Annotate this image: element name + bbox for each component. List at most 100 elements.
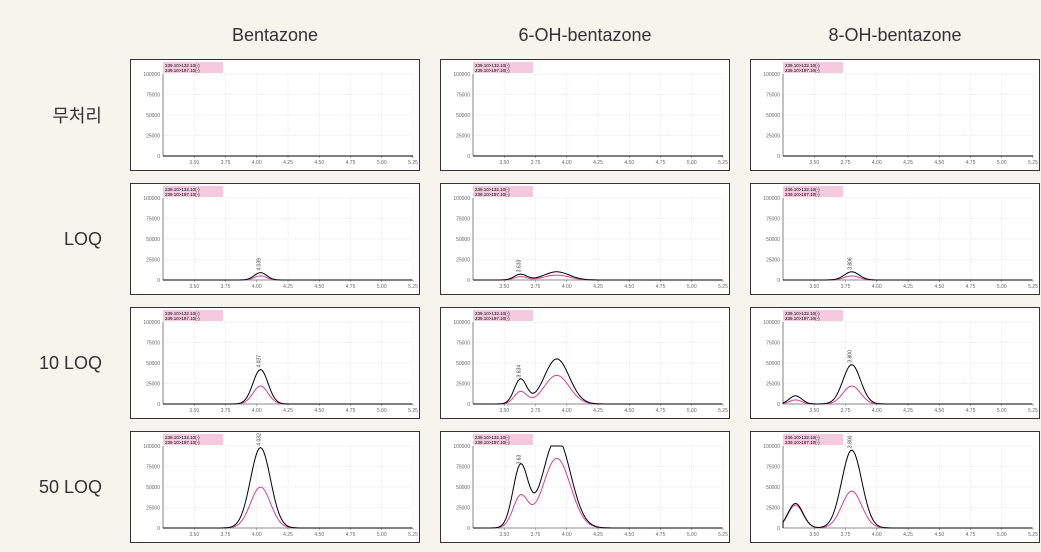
svg-text:5.00: 5.00 xyxy=(997,408,1007,414)
svg-text:3.75: 3.75 xyxy=(221,532,231,538)
svg-text:25000: 25000 xyxy=(766,134,780,140)
svg-text:4.00: 4.00 xyxy=(872,408,882,414)
svg-text:50000: 50000 xyxy=(146,237,160,243)
svg-text:4.25: 4.25 xyxy=(903,532,913,538)
svg-text:0: 0 xyxy=(467,402,470,408)
row-label-3: 50 LOQ xyxy=(20,477,110,498)
svg-text:50000: 50000 xyxy=(146,113,160,119)
svg-text:4.25: 4.25 xyxy=(593,284,603,290)
svg-text:3.633: 3.633 xyxy=(517,260,523,273)
svg-text:4.25: 4.25 xyxy=(283,160,293,166)
svg-text:4.75: 4.75 xyxy=(966,284,976,290)
svg-text:4.50: 4.50 xyxy=(314,160,324,166)
svg-text:4.75: 4.75 xyxy=(346,284,356,290)
svg-text:3.63: 3.63 xyxy=(517,455,523,465)
svg-text:4.00: 4.00 xyxy=(562,160,572,166)
svg-text:50000: 50000 xyxy=(456,237,470,243)
svg-text:239.10>197.10(-): 239.10>197.10(-) xyxy=(785,192,820,197)
svg-text:4.00: 4.00 xyxy=(252,408,262,414)
svg-text:3.50: 3.50 xyxy=(189,408,199,414)
svg-text:75000: 75000 xyxy=(146,465,160,471)
svg-text:4.75: 4.75 xyxy=(656,408,666,414)
svg-text:4.25: 4.25 xyxy=(903,408,913,414)
svg-text:3.50: 3.50 xyxy=(809,408,819,414)
col-header-0: Bentazone xyxy=(130,25,420,46)
svg-text:5.00: 5.00 xyxy=(377,532,387,538)
svg-text:3.75: 3.75 xyxy=(841,532,851,538)
svg-text:5.25: 5.25 xyxy=(1028,160,1038,166)
svg-text:3.50: 3.50 xyxy=(189,284,199,290)
svg-text:100000: 100000 xyxy=(143,320,160,326)
chromatogram-grid: Bentazone 6-OH-bentazone 8-OH-bentazone … xyxy=(20,20,1021,546)
svg-text:75000: 75000 xyxy=(456,217,470,223)
svg-text:239.10>197.10(-): 239.10>197.10(-) xyxy=(165,68,200,73)
svg-text:4.25: 4.25 xyxy=(283,532,293,538)
svg-text:75000: 75000 xyxy=(146,341,160,347)
svg-text:4.00: 4.00 xyxy=(252,284,262,290)
svg-text:0: 0 xyxy=(777,526,780,532)
svg-text:5.25: 5.25 xyxy=(408,284,418,290)
svg-text:5.25: 5.25 xyxy=(1028,284,1038,290)
svg-text:4.25: 4.25 xyxy=(903,284,913,290)
svg-text:4.50: 4.50 xyxy=(624,408,634,414)
svg-text:5.00: 5.00 xyxy=(687,284,697,290)
svg-text:3.50: 3.50 xyxy=(809,160,819,166)
svg-text:4.50: 4.50 xyxy=(934,408,944,414)
chart-r2c2: 3.503.754.004.254.504.755.005.2502500050… xyxy=(750,307,1040,419)
svg-text:4.00: 4.00 xyxy=(252,532,262,538)
svg-text:75000: 75000 xyxy=(456,341,470,347)
svg-text:5.25: 5.25 xyxy=(408,408,418,414)
svg-text:25000: 25000 xyxy=(766,382,780,388)
svg-text:5.25: 5.25 xyxy=(1028,532,1038,538)
svg-text:4.00: 4.00 xyxy=(562,284,572,290)
svg-text:0: 0 xyxy=(157,402,160,408)
svg-text:0: 0 xyxy=(777,154,780,160)
svg-text:5.00: 5.00 xyxy=(997,284,1007,290)
svg-text:239.10>197.10(-): 239.10>197.10(-) xyxy=(785,316,820,321)
svg-text:25000: 25000 xyxy=(456,506,470,512)
svg-text:100000: 100000 xyxy=(453,444,470,450)
svg-text:4.50: 4.50 xyxy=(934,284,944,290)
svg-text:4.50: 4.50 xyxy=(624,160,634,166)
svg-text:3.50: 3.50 xyxy=(499,532,509,538)
svg-text:3.50: 3.50 xyxy=(499,160,509,166)
svg-text:0: 0 xyxy=(467,526,470,532)
svg-text:3.634: 3.634 xyxy=(517,365,523,378)
svg-text:25000: 25000 xyxy=(456,382,470,388)
chart-r1c0: 3.503.754.004.254.504.755.005.2502500050… xyxy=(130,183,420,295)
svg-text:3.75: 3.75 xyxy=(841,284,851,290)
svg-text:50000: 50000 xyxy=(146,361,160,367)
svg-text:5.25: 5.25 xyxy=(408,532,418,538)
svg-text:3.75: 3.75 xyxy=(221,160,231,166)
chart-r2c0: 3.503.754.004.254.504.755.005.2502500050… xyxy=(130,307,420,419)
svg-text:100000: 100000 xyxy=(763,320,780,326)
svg-text:50000: 50000 xyxy=(456,113,470,119)
svg-text:4.00: 4.00 xyxy=(872,284,882,290)
svg-text:239.10>197.10(-): 239.10>197.10(-) xyxy=(165,316,200,321)
svg-text:4.50: 4.50 xyxy=(624,284,634,290)
svg-text:75000: 75000 xyxy=(766,465,780,471)
svg-text:4.50: 4.50 xyxy=(934,532,944,538)
svg-text:4.032: 4.032 xyxy=(257,433,263,446)
svg-text:5.25: 5.25 xyxy=(1028,408,1038,414)
svg-text:4.75: 4.75 xyxy=(966,408,976,414)
svg-text:75000: 75000 xyxy=(766,341,780,347)
svg-text:100000: 100000 xyxy=(143,72,160,78)
svg-text:25000: 25000 xyxy=(766,506,780,512)
svg-text:3.75: 3.75 xyxy=(531,284,541,290)
svg-text:4.25: 4.25 xyxy=(593,408,603,414)
svg-text:239.10>197.10(-): 239.10>197.10(-) xyxy=(475,68,510,73)
svg-text:3.75: 3.75 xyxy=(531,160,541,166)
svg-text:4.75: 4.75 xyxy=(346,532,356,538)
svg-text:4.25: 4.25 xyxy=(903,160,913,166)
svg-text:5.25: 5.25 xyxy=(718,160,728,166)
svg-text:3.800: 3.800 xyxy=(848,350,854,363)
svg-text:4.00: 4.00 xyxy=(872,532,882,538)
svg-text:5.00: 5.00 xyxy=(687,160,697,166)
svg-text:25000: 25000 xyxy=(766,258,780,264)
svg-text:3.75: 3.75 xyxy=(841,160,851,166)
svg-text:50000: 50000 xyxy=(766,113,780,119)
svg-text:50000: 50000 xyxy=(456,485,470,491)
chart-r3c2: 3.503.754.004.254.504.755.005.2502500050… xyxy=(750,431,1040,543)
svg-text:75000: 75000 xyxy=(766,217,780,223)
